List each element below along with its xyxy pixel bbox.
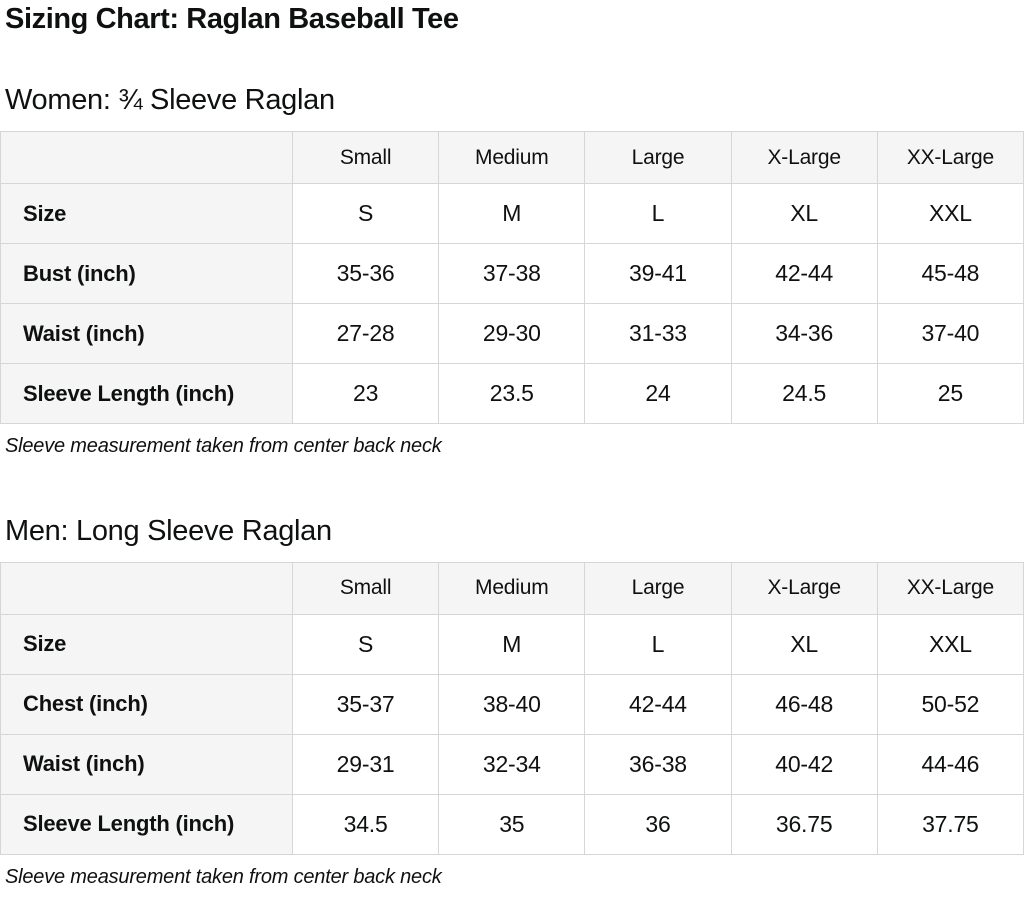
table-cell: L xyxy=(584,183,732,245)
table-cell: M xyxy=(438,613,586,675)
men-row-header-sleeve-length: Sleeve Length (inch) xyxy=(0,793,293,855)
women-sleeve-note: Sleeve measurement taken from center bac… xyxy=(5,435,442,458)
men-row-sleeve-length: Sleeve Length (inch) 34.5 35 36 36.75 37… xyxy=(0,793,1024,855)
table-cell: 35-36 xyxy=(291,243,440,305)
table-cell: 42-44 xyxy=(584,673,732,735)
women-section: Women: ¾ Sleeve Raglan Small Medium Larg… xyxy=(0,83,1024,458)
table-cell: 36-38 xyxy=(584,733,732,795)
table-cell: XL xyxy=(730,183,878,245)
table-cell: 29-31 xyxy=(291,733,440,795)
table-cell: 39-41 xyxy=(584,243,732,305)
page-title: Sizing Chart: Raglan Baseball Tee xyxy=(5,3,459,35)
table-cell: 45-48 xyxy=(876,243,1024,305)
table-cell: 23.5 xyxy=(438,363,586,425)
men-corner-cell xyxy=(0,561,293,615)
women-sizing-table: Small Medium Large X-Large XX-Large Size… xyxy=(0,131,1024,425)
table-cell: 27-28 xyxy=(291,303,440,365)
table-cell: 37-40 xyxy=(876,303,1024,365)
women-section-heading: Women: ¾ Sleeve Raglan xyxy=(5,84,335,117)
women-row-header-size: Size xyxy=(0,183,293,245)
women-row-waist: Waist (inch) 27-28 29-30 31-33 34-36 37-… xyxy=(0,303,1024,365)
women-header-row: Small Medium Large X-Large XX-Large xyxy=(0,131,1024,185)
table-cell: 42-44 xyxy=(730,243,878,305)
men-row-header-chest: Chest (inch) xyxy=(0,673,293,735)
women-row-size: Size S M L XL XXL xyxy=(0,183,1024,245)
women-row-header-sleeve-length: Sleeve Length (inch) xyxy=(0,363,293,425)
table-cell: 35-37 xyxy=(291,673,440,735)
table-cell: 25 xyxy=(876,363,1024,425)
table-cell: 37.75 xyxy=(876,793,1024,855)
table-cell: 46-48 xyxy=(730,673,878,735)
men-section-heading: Men: Long Sleeve Raglan xyxy=(5,515,332,548)
table-cell: 32-34 xyxy=(438,733,586,795)
men-row-size: Size S M L XL XXL xyxy=(0,613,1024,675)
table-cell: 38-40 xyxy=(438,673,586,735)
table-cell: 40-42 xyxy=(730,733,878,795)
table-cell: S xyxy=(291,613,440,675)
men-section: Men: Long Sleeve Raglan Small Medium Lar… xyxy=(0,514,1024,889)
men-sizing-table: Small Medium Large X-Large XX-Large Size… xyxy=(0,561,1024,855)
table-cell: M xyxy=(438,183,586,245)
table-cell: XXL xyxy=(876,613,1024,675)
men-row-waist: Waist (inch) 29-31 32-34 36-38 40-42 44-… xyxy=(0,733,1024,795)
men-header-row: Small Medium Large X-Large XX-Large xyxy=(0,561,1024,615)
women-column-header-xlarge: X-Large xyxy=(730,131,878,185)
men-column-header-xxlarge: XX-Large xyxy=(876,561,1024,615)
women-column-header-small: Small xyxy=(291,131,440,185)
table-cell: S xyxy=(291,183,440,245)
women-row-header-waist: Waist (inch) xyxy=(0,303,293,365)
women-row-sleeve-length: Sleeve Length (inch) 23 23.5 24 24.5 25 xyxy=(0,363,1024,425)
table-cell: 23 xyxy=(291,363,440,425)
table-cell: 29-30 xyxy=(438,303,586,365)
women-column-header-large: Large xyxy=(584,131,732,185)
table-cell: 24.5 xyxy=(730,363,878,425)
men-column-header-medium: Medium xyxy=(438,561,586,615)
men-column-header-xlarge: X-Large xyxy=(730,561,878,615)
table-cell: 34-36 xyxy=(730,303,878,365)
table-cell: 31-33 xyxy=(584,303,732,365)
table-cell: 24 xyxy=(584,363,732,425)
table-cell: 35 xyxy=(438,793,586,855)
table-cell: XXL xyxy=(876,183,1024,245)
men-row-chest: Chest (inch) 35-37 38-40 42-44 46-48 50-… xyxy=(0,673,1024,735)
women-column-header-xxlarge: XX-Large xyxy=(876,131,1024,185)
men-row-header-waist: Waist (inch) xyxy=(0,733,293,795)
men-column-header-small: Small xyxy=(291,561,440,615)
women-corner-cell xyxy=(0,131,293,185)
table-cell: 37-38 xyxy=(438,243,586,305)
men-row-header-size: Size xyxy=(0,613,293,675)
women-row-header-bust: Bust (inch) xyxy=(0,243,293,305)
table-cell: L xyxy=(584,613,732,675)
women-row-bust: Bust (inch) 35-36 37-38 39-41 42-44 45-4… xyxy=(0,243,1024,305)
table-cell: 34.5 xyxy=(291,793,440,855)
table-cell: 50-52 xyxy=(876,673,1024,735)
men-sleeve-note: Sleeve measurement taken from center bac… xyxy=(5,865,442,888)
women-column-header-medium: Medium xyxy=(438,131,586,185)
table-cell: 36 xyxy=(584,793,732,855)
table-cell: XL xyxy=(730,613,878,675)
table-cell: 36.75 xyxy=(730,793,878,855)
men-column-header-large: Large xyxy=(584,561,732,615)
table-cell: 44-46 xyxy=(876,733,1024,795)
